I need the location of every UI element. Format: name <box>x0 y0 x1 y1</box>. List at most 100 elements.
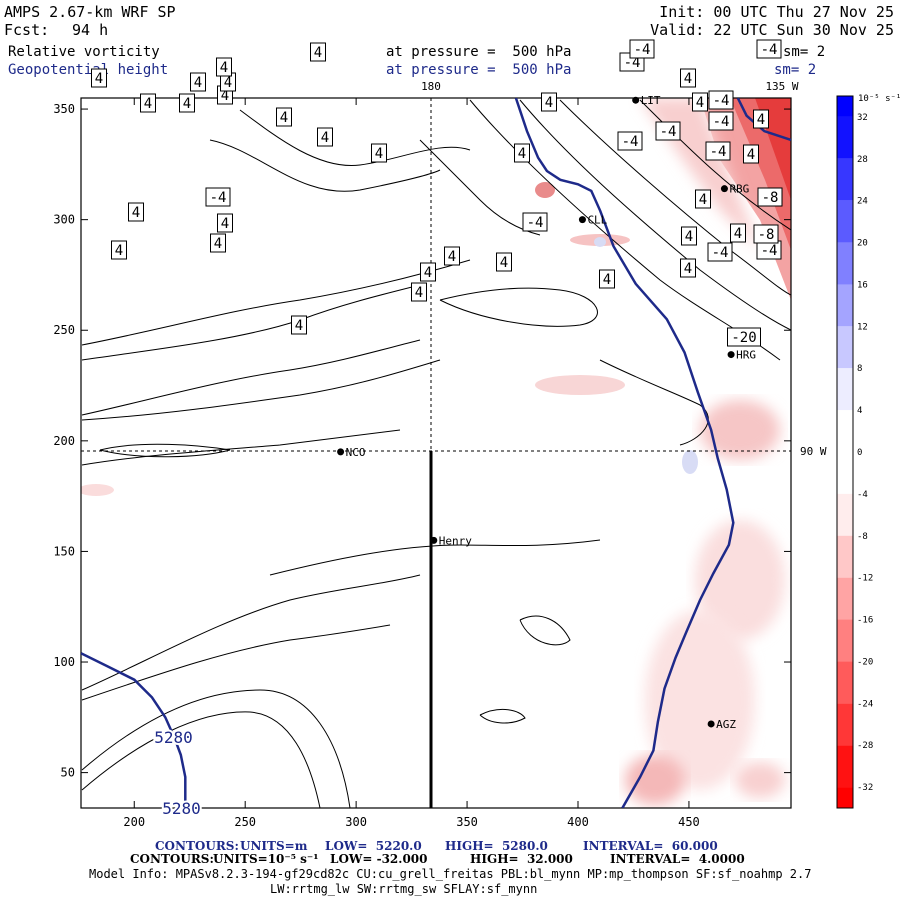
vorticity-contour-label: 4 <box>514 143 530 163</box>
vorticity-contour-label: 4 <box>310 42 326 62</box>
colorbar-tick-label: -24 <box>857 699 873 709</box>
vorticity-label-text: -4 <box>622 134 639 150</box>
vorticity-label-text: 4 <box>500 255 508 271</box>
vorticity-contour-label: 4 <box>179 93 195 113</box>
vorticity-label-text: -4 <box>527 215 544 231</box>
vorticity-contour-label: 4 <box>140 93 156 113</box>
colorbar-segment <box>837 96 853 117</box>
vorticity-contour-label: 4 <box>291 315 307 335</box>
colorbar-tick-label: 0 <box>857 448 862 458</box>
vorticity-contour-label: -4 <box>629 39 655 59</box>
vorticity-label-text: 4 <box>684 261 692 277</box>
model-info-line2: LW:rrtmg_lw SW:rrtmg_sw SFLAY:sf_mynn <box>270 882 538 896</box>
colorbar-segment <box>837 745 853 788</box>
y-tick-label: 100 <box>53 655 75 669</box>
vorticity-contour-label: -4 <box>617 131 643 151</box>
colorbar-segment <box>837 116 853 159</box>
vorticity-label-box <box>692 92 708 112</box>
vorticity-label-text: -4 <box>660 124 677 140</box>
field2-name: Geopotential height <box>8 62 169 78</box>
vorticity-label-box <box>310 42 326 62</box>
station-dot <box>720 185 728 193</box>
vort-contours-interval: INTERVAL= 4.0000 <box>610 852 745 866</box>
vorticity-label-text: 4 <box>132 205 140 221</box>
colorbar-tick-label: -16 <box>857 616 873 626</box>
colorbar-tick-label: 8 <box>857 364 862 374</box>
vorticity-label-text: -4 <box>634 42 651 58</box>
model-info: Model Info: MPASv8.2.3-194-gf29cd82c CU:… <box>89 867 812 881</box>
vorticity-contour-label: -4 <box>756 240 782 260</box>
vorticity-label-box <box>411 282 427 302</box>
colorbar-frame <box>836 95 854 809</box>
vorticity-label-box <box>210 233 226 253</box>
model-title: AMPS 2.67-km WRF SP <box>4 3 176 21</box>
vorticity-label-text: 4 <box>685 229 693 245</box>
height-contours-prefix: CONTOURS: <box>155 839 239 853</box>
vorticity-contour-label: 4 <box>371 143 387 163</box>
vorticity-label-text: 4 <box>321 130 329 146</box>
field2-level: at pressure = 500 hPa <box>386 62 572 78</box>
vorticity-label-text: 4 <box>518 146 526 162</box>
colorbar-segment <box>837 787 853 808</box>
vorticity-contour-label: 4 <box>91 68 107 88</box>
vorticity-contour-label: -4 <box>205 187 231 207</box>
vorticity-contour-label: -4 <box>522 212 548 232</box>
vorticity-contour-label: 4 <box>730 223 746 243</box>
vorticity-contour-label: 4 <box>680 258 696 278</box>
station-label: HRG <box>736 349 756 362</box>
vorticity-label-box <box>317 127 333 147</box>
x-tick-label: 300 <box>345 815 367 829</box>
station-dot <box>727 351 735 359</box>
colorbar: 32 28 24 20 16 12 8 4 0 -4 -8 -12 -16 -20 -24 -28 -32 <box>836 95 873 809</box>
vorticity-label-text: 4 <box>224 75 232 91</box>
colorbar-tick-label: -32 <box>857 783 873 793</box>
vorticity-label-text: 4 <box>684 71 692 87</box>
vorticity-label-text: -4 <box>761 243 778 259</box>
vorticity-contour-label: -4 <box>707 242 733 262</box>
vorticity-label-box <box>680 258 696 278</box>
vorticity-contour-label: -20 <box>727 327 761 347</box>
vorticity-label-box <box>205 187 231 207</box>
valid-time: Valid: 22 UTC Sun 30 Nov 25 <box>650 21 894 39</box>
colorbar-tick-label: -8 <box>857 532 868 542</box>
vorticity-label-box <box>276 107 292 127</box>
colorbar-tick-label: -12 <box>857 574 873 584</box>
vorticity-contour-label: 4 <box>496 252 512 272</box>
y-tick-label: 300 <box>53 213 75 227</box>
station-dot <box>578 216 586 224</box>
y-tick-label: 250 <box>53 323 75 337</box>
vorticity-label-box <box>727 327 761 347</box>
vorticity-contour-label: 4 <box>190 72 206 92</box>
vorticity-label-text: 4 <box>144 96 152 112</box>
vorticity-label-box <box>743 144 759 164</box>
vorticity-label-box <box>680 68 696 88</box>
lon-180-label: 180 <box>421 80 441 93</box>
colorbar-segment <box>837 326 853 369</box>
vorticity-contour-label: 4 <box>444 246 460 266</box>
vorticity-contour-label: -8 <box>753 224 779 244</box>
plot-frame <box>80 97 792 809</box>
vorticity-label-text: 4 <box>696 95 704 111</box>
vorticity-label-text: 4 <box>415 285 423 301</box>
colorbar-units: 10⁻⁵ s⁻¹ <box>858 94 900 104</box>
station-dot <box>632 96 640 104</box>
station-dot <box>707 720 715 728</box>
field1-level: at pressure = 500 hPa <box>386 44 572 60</box>
lon-135w-label: 135 W <box>765 80 798 93</box>
vorticity-label-box <box>514 143 530 163</box>
init-time: Init: 00 UTC Thu 27 Nov 25 <box>659 3 894 21</box>
vorticity-label-box <box>695 189 711 209</box>
vorticity-contour-label: 4 <box>680 68 696 88</box>
vorticity-label-box <box>705 141 731 161</box>
station-label: LIT <box>641 94 661 107</box>
vorticity-label-box <box>730 223 746 243</box>
x-tick-label: 400 <box>567 815 589 829</box>
height-contours-low: LOW= 5220.0 <box>325 839 422 853</box>
colorbar-tick-label: 28 <box>857 155 868 165</box>
vorticity-label-text: 4 <box>375 146 383 162</box>
vorticity-label-text: 4 <box>214 236 222 252</box>
vorticity-label-text: 4 <box>734 226 742 242</box>
station-label: RBG <box>729 183 749 196</box>
vorticity-label-text: 4 <box>545 95 553 111</box>
